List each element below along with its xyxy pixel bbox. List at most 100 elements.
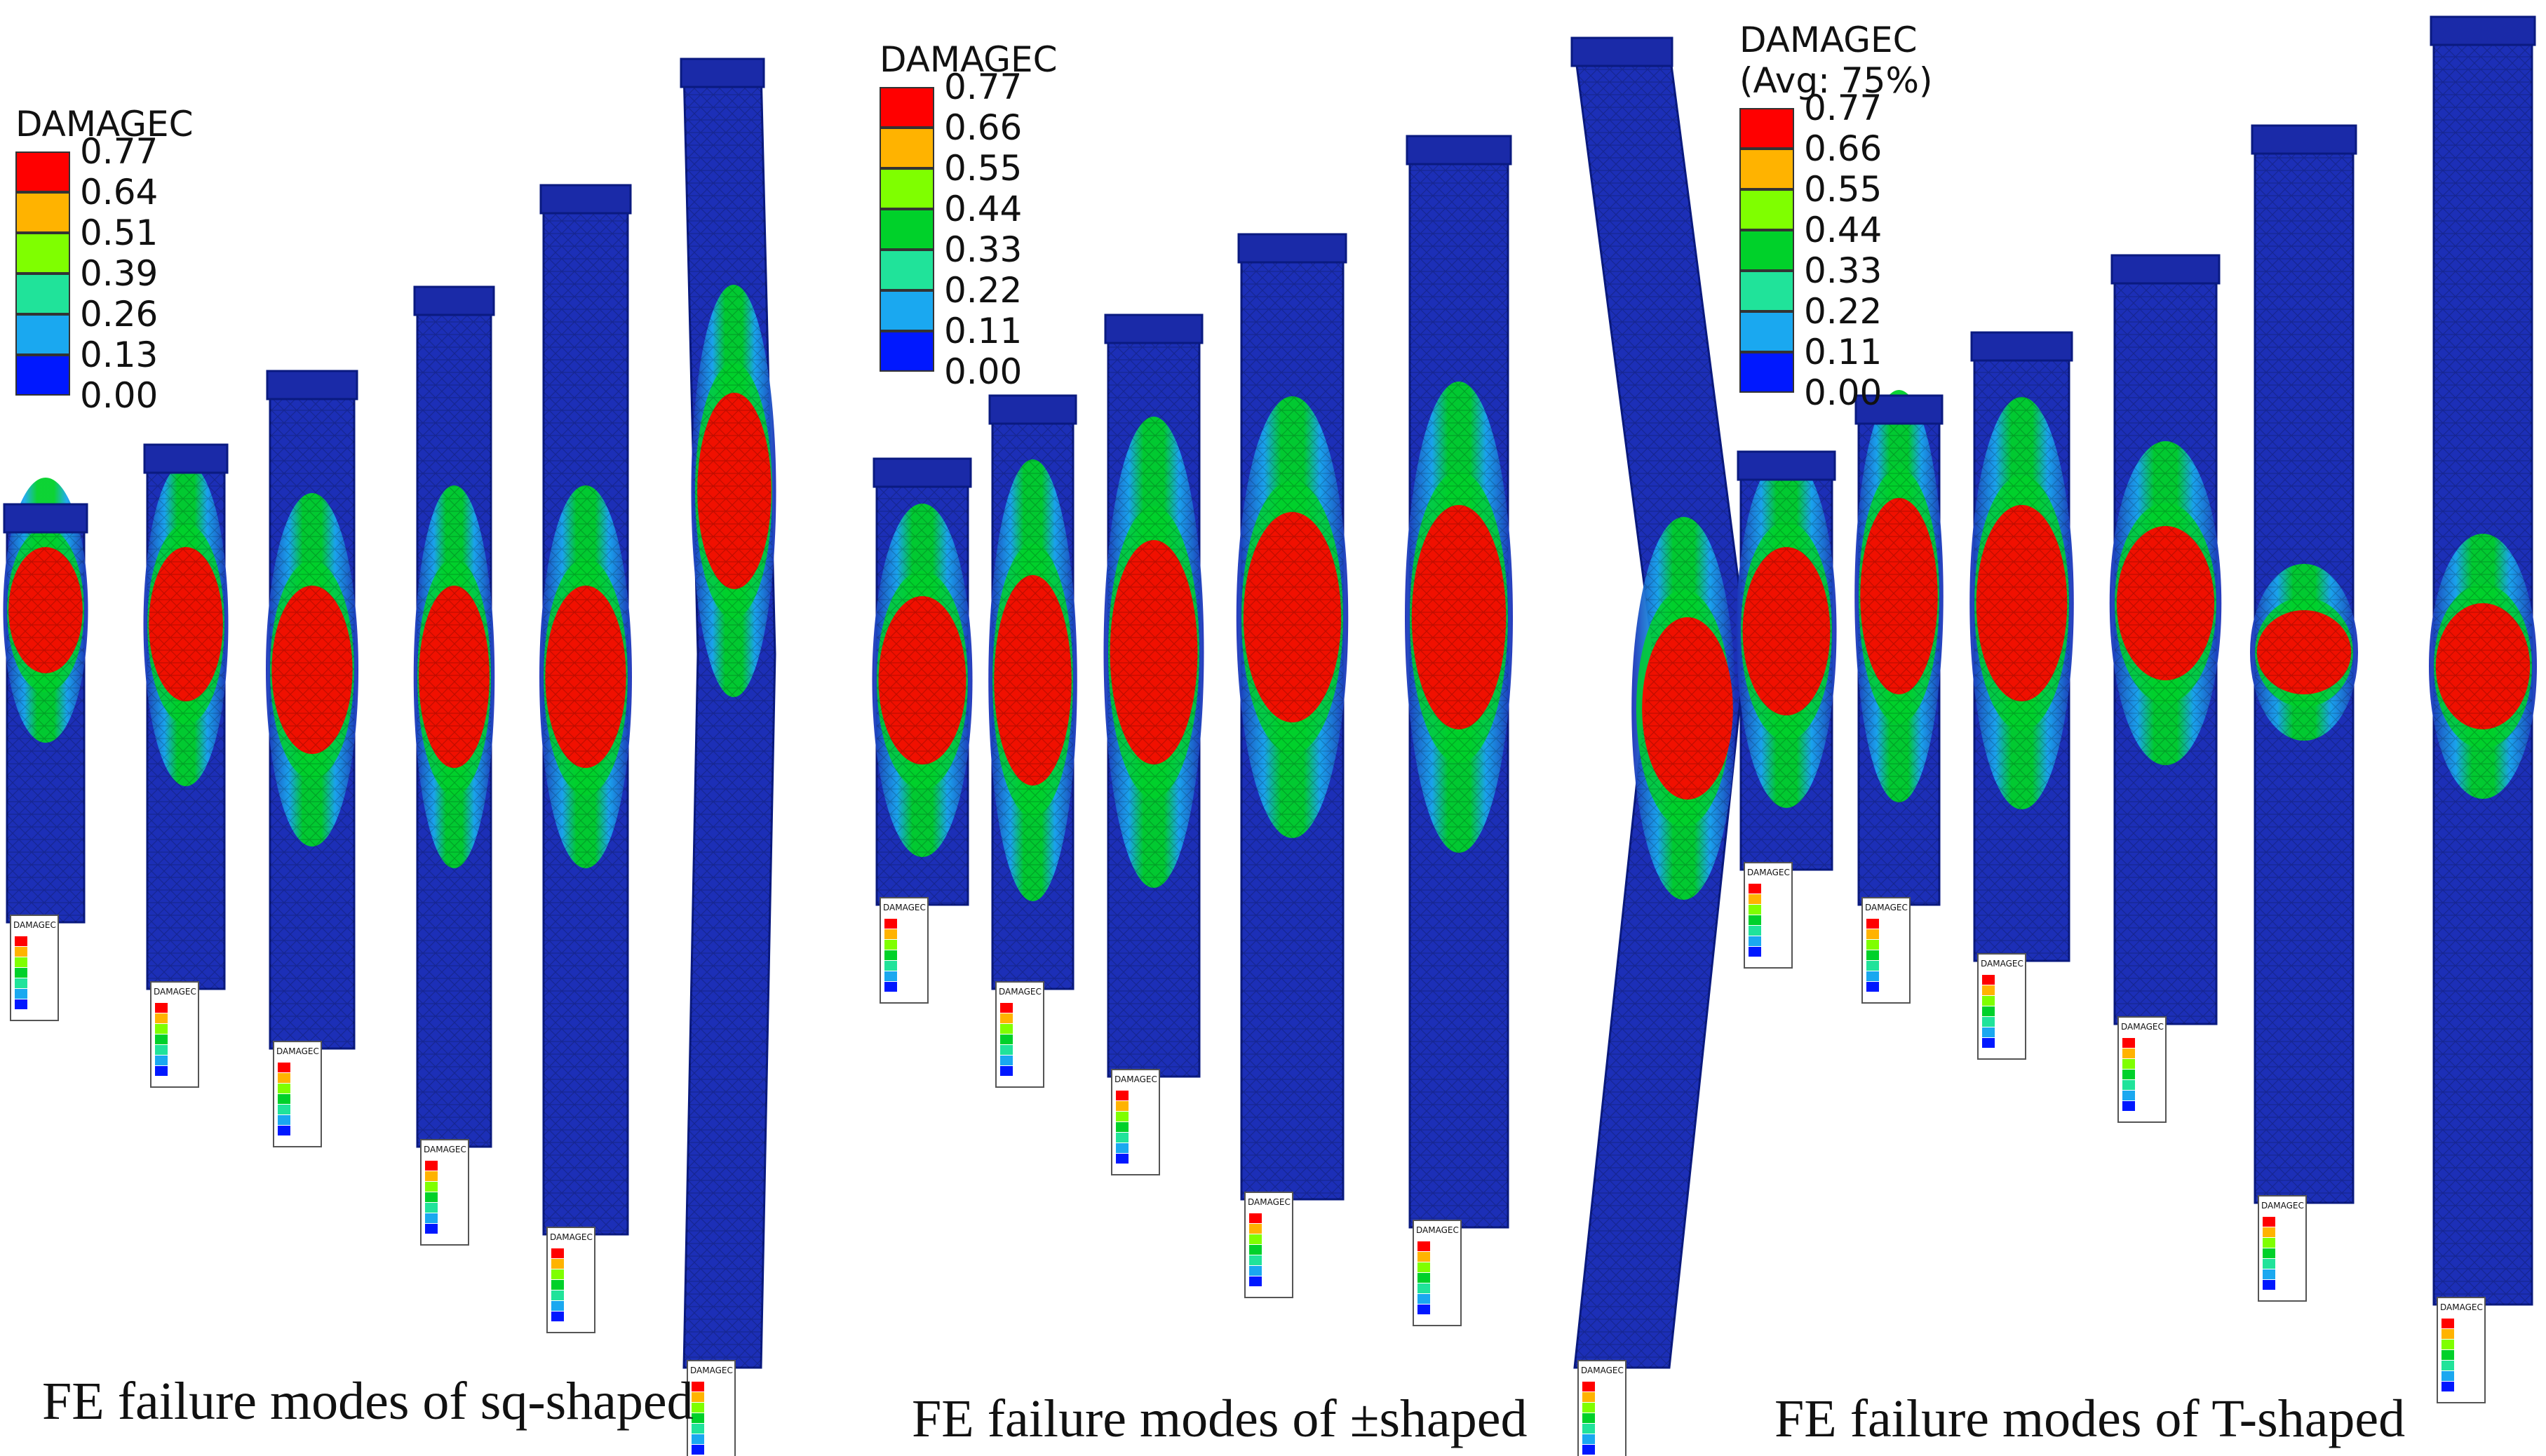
mesh-overlay: [1741, 463, 1832, 870]
mini-legend-swatch: [551, 1269, 564, 1279]
legend-rows: 0.77 0.66 0.55 0.44 0.33 0.22 0.11 0.00: [880, 69, 1058, 392]
mini-legend-swatch: [2441, 1329, 2454, 1339]
mini-legend-swatch: [2441, 1319, 2454, 1328]
mini-legend-swatch: [155, 1034, 168, 1044]
mini-legend-swatch: [1982, 985, 1995, 995]
mini-legend-title: DAMAGEC: [276, 1046, 319, 1056]
mini-legend-title: DAMAGEC: [999, 987, 1042, 997]
legend-tick-label: 0.55: [1804, 169, 1882, 210]
mini-legend-swatch: [1749, 926, 1761, 936]
mini-legend-swatch: [155, 1066, 168, 1076]
mini-legend-swatch: [884, 929, 897, 939]
mini-legend-swatch: [2122, 1049, 2135, 1058]
mini-legend-swatch: [1749, 936, 1761, 946]
mini-legend-swatch: [1749, 884, 1761, 894]
legend-tick-label: 0.66: [944, 107, 1023, 148]
mini-legend-title: DAMAGEC: [1416, 1225, 1459, 1235]
mini-legend-swatch: [1866, 950, 1879, 960]
mini-legend-swatch: [425, 1203, 438, 1213]
mini-legend-swatch: [1982, 1006, 1995, 1016]
mesh-overlay: [1108, 326, 1199, 1077]
legend-swatch: [1739, 108, 1794, 149]
specimen-cap: [2430, 15, 2536, 46]
mini-legend-swatch: [425, 1171, 438, 1181]
mini-legend-title: DAMAGEC: [154, 987, 196, 997]
mini-legend-swatch: [1417, 1252, 1430, 1262]
mini-legend-swatch: [1582, 1434, 1595, 1444]
specimen-cap: [873, 457, 972, 488]
legend-swatch: [880, 331, 934, 372]
mini-legend-swatch: [1249, 1245, 1262, 1255]
specimen-column: DAMAGEC: [1405, 135, 1513, 1326]
mini-legend-swatch: [884, 950, 897, 960]
mini-legend-swatch: [1982, 1038, 1995, 1048]
mini-legend-swatch: [551, 1280, 564, 1290]
mini-legend-swatch: [2441, 1361, 2454, 1370]
mini-legend-swatch: [1249, 1266, 1262, 1276]
mesh-overlay: [544, 196, 628, 1234]
mini-legend-swatch: [278, 1126, 290, 1135]
mini-legend-swatch: [1582, 1445, 1595, 1455]
mini-legend-swatch: [2263, 1217, 2275, 1227]
mini-legend-title: DAMAGEC: [1581, 1366, 1624, 1375]
mini-legend-swatch: [15, 968, 27, 978]
mesh-overlay: [1974, 344, 2069, 961]
mini-legend-swatch: [15, 936, 27, 946]
specimen-column: DAMAGEC: [1570, 36, 1748, 1456]
mini-legend-swatch: [692, 1445, 704, 1455]
specimen-column: DAMAGEC: [1969, 331, 2074, 1060]
specimen-column: DAMAGEC: [1103, 314, 1204, 1175]
mini-legend-swatch: [2263, 1248, 2275, 1258]
specimen-column: DAMAGEC: [539, 184, 632, 1333]
specimen-cap: [1854, 394, 1944, 425]
specimen-cap: [1104, 314, 1204, 344]
mini-legend-swatch: [2122, 1070, 2135, 1079]
mini-legend-swatch: [1249, 1213, 1262, 1223]
mini-legend-swatch: [1000, 1024, 1013, 1034]
legend-t: DAMAGEC (Avg: 75%) 0.77 0.66 0.55 0.44 0.33 0…: [1739, 20, 1933, 410]
legend-tick-label: 0.00: [944, 351, 1023, 392]
mini-legend-swatch: [1417, 1294, 1430, 1304]
mesh-overlay: [7, 515, 84, 922]
mini-legend-swatch: [1982, 975, 1995, 985]
mini-legend-title: DAMAGEC: [2440, 1302, 2483, 1312]
mini-legend-swatch: [1417, 1305, 1430, 1314]
legend-tick-label: 0.77: [1804, 88, 1882, 128]
legend-tick-label: 0.33: [1804, 250, 1882, 291]
legend-swatch: [880, 87, 934, 128]
specimen-cap: [680, 58, 765, 88]
mini-legend-swatch: [425, 1182, 438, 1192]
mini-legend-swatch: [1982, 996, 1995, 1006]
legend-swatch: [15, 274, 70, 314]
specimen-column: DAMAGEC: [1854, 390, 1944, 1004]
specimen-group: DAMAGECDAMAGECDAMAGECDAMAGECDAMAGECDAMAG…: [3, 15, 2537, 1456]
specimen-column: DAMAGEC: [680, 58, 776, 1456]
specimen-cap: [2251, 124, 2357, 155]
mini-legend-swatch: [1866, 940, 1879, 950]
legend-tick-label: 0.44: [944, 189, 1023, 229]
mini-legend-swatch: [2441, 1371, 2454, 1381]
mini-legend-swatch: [1116, 1112, 1129, 1121]
legend-title: DAMAGEC: [880, 39, 1058, 80]
mini-legend-swatch: [1116, 1091, 1129, 1100]
mini-legend-swatch: [692, 1392, 704, 1402]
mini-legend-swatch: [1000, 1034, 1013, 1044]
mini-legend-swatch: [1116, 1122, 1129, 1132]
mini-legend-swatch: [278, 1084, 290, 1093]
mini-legend-swatch: [2441, 1382, 2454, 1391]
specimen-column: DAMAGEC: [266, 370, 358, 1147]
mesh-overlay: [1575, 49, 1746, 1368]
mini-legend-swatch: [884, 919, 897, 929]
legend-pm: DAMAGEC 0.77 0.66 0.55 0.44 0.33 0.22 0.11 0.00: [880, 39, 1058, 392]
mini-legend-swatch: [551, 1248, 564, 1258]
mini-legend-swatch: [1000, 1045, 1013, 1055]
mini-legend-title: DAMAGEC: [2121, 1022, 2164, 1032]
mini-legend-swatch: [278, 1105, 290, 1114]
mini-legend-swatch: [692, 1382, 704, 1391]
mini-legend-swatch: [692, 1413, 704, 1423]
legend-swatch: [15, 233, 70, 274]
mini-legend-swatch: [2263, 1238, 2275, 1248]
legend-tick-label: 0.33: [944, 229, 1023, 270]
mini-legend-title: DAMAGEC: [1981, 959, 2023, 969]
